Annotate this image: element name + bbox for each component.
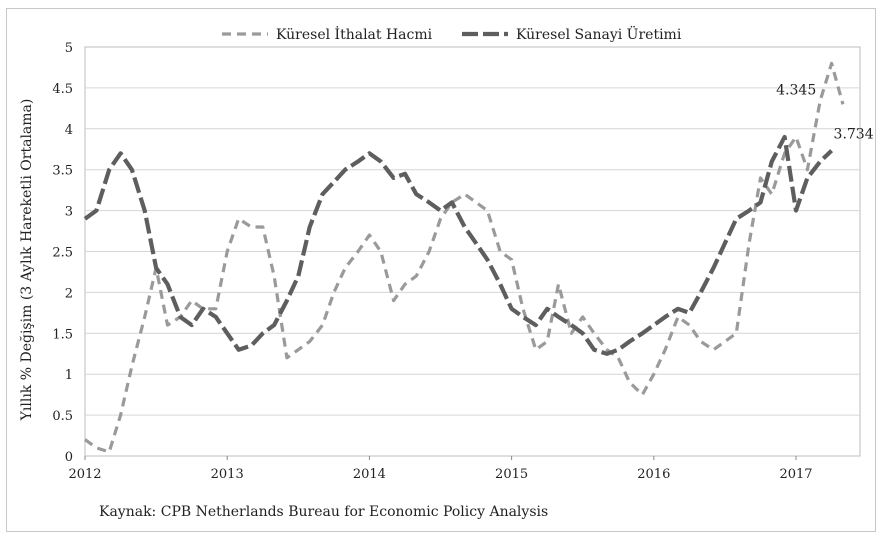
y-tick-label: 4 — [65, 123, 73, 138]
chart: Küresel İthalat Hacmi Küresel Sanayi Üret… — [19, 25, 874, 520]
x-tick-label: 2017 — [779, 467, 812, 482]
series-line-1 — [84, 61, 845, 454]
x-axis-ticks: 2012 2013 2014 2015 2016 2017 — [68, 456, 813, 482]
y-axis-ticks: 0 0.5 1 1.5 2 2.5 3 3.5 4 4.5 5 — [52, 41, 73, 465]
x-tick-label: 2012 — [68, 467, 101, 482]
y-tick-label: 0 — [65, 450, 73, 465]
y-tick-label: 1.5 — [52, 327, 73, 342]
x-tick-label: 2013 — [211, 467, 244, 482]
data-label-2: 3.734 — [834, 127, 874, 143]
y-axis-label: Yıllık % Değişim (3 Aylık Hareketli Orta… — [19, 99, 35, 422]
y-tick-label: 4.5 — [52, 82, 73, 97]
y-tick-label: 1 — [65, 368, 73, 383]
data-label-1: 4.345 — [776, 83, 816, 99]
grid — [85, 87, 860, 416]
x-tick-label: 2016 — [637, 467, 670, 482]
y-tick-label: 5 — [65, 41, 73, 56]
legend-label-2: Küresel Sanayi Üretimi — [516, 25, 682, 43]
annotations: 4.345 3.734 — [776, 83, 874, 143]
y-tick-label: 2 — [65, 286, 73, 301]
source-note: Kaynak: CPB Netherlands Bureau for Econo… — [99, 504, 548, 520]
legend: Küresel İthalat Hacmi Küresel Sanayi Üret… — [222, 25, 682, 43]
x-tick-label: 2014 — [353, 467, 386, 482]
x-tick-label: 2015 — [495, 467, 528, 482]
y-tick-label: 3.5 — [52, 164, 73, 179]
y-tick-label: 3 — [65, 205, 73, 220]
y-tick-label: 0.5 — [52, 409, 73, 424]
series-lines — [83, 61, 845, 454]
series-line-2 — [83, 134, 834, 356]
y-tick-label: 2.5 — [52, 246, 73, 261]
chart-frame: Küresel İthalat Hacmi Küresel Sanayi Üret… — [6, 8, 876, 532]
legend-label-1: Küresel İthalat Hacmi — [276, 25, 433, 43]
